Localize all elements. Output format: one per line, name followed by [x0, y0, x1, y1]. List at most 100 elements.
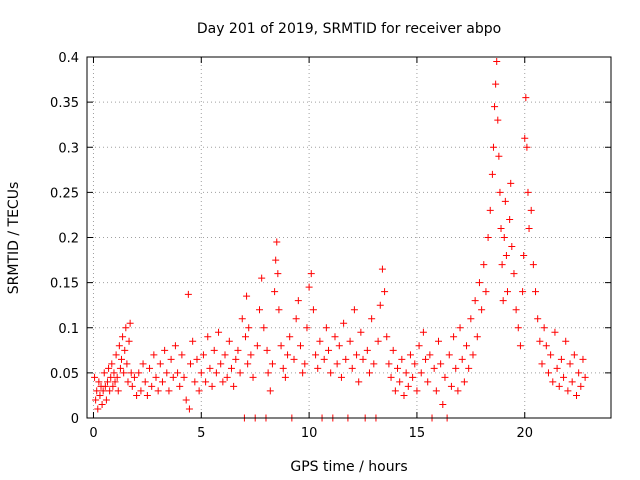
data-point — [247, 351, 255, 359]
data-point — [215, 328, 223, 336]
y-tick-label: 0.15 — [50, 277, 79, 292]
data-point — [169, 373, 177, 381]
data-point — [536, 337, 544, 345]
data-point — [208, 382, 216, 390]
data-point — [456, 324, 464, 332]
data-point — [176, 382, 184, 390]
data-point — [411, 360, 419, 368]
data-point — [219, 378, 227, 386]
data-point — [94, 405, 102, 413]
data-point — [557, 355, 565, 363]
data-point — [327, 369, 335, 377]
data-point — [182, 396, 190, 404]
data-point — [106, 387, 114, 395]
data-point — [91, 373, 99, 381]
data-point — [350, 306, 358, 314]
data-point — [256, 306, 264, 314]
data-point — [497, 224, 505, 232]
x-tick-label: 5 — [197, 426, 205, 441]
data-point — [376, 301, 384, 309]
data-point — [454, 387, 462, 395]
y-tick-label: 0.25 — [50, 186, 79, 201]
data-point — [465, 364, 473, 372]
data-point — [158, 378, 166, 386]
data-point — [501, 197, 509, 205]
data-point — [258, 274, 266, 282]
data-point — [469, 351, 477, 359]
y-tick-label: 0.2 — [58, 232, 79, 247]
x-axis-label: GPS time / hours — [290, 459, 407, 475]
data-point — [512, 306, 520, 314]
data-point — [202, 378, 210, 386]
data-point — [206, 364, 214, 372]
data-point — [312, 351, 320, 359]
data-point — [244, 360, 252, 368]
data-point — [374, 337, 382, 345]
data-point — [102, 396, 110, 404]
data-point — [463, 342, 471, 350]
data-point — [238, 315, 246, 323]
data-point — [549, 378, 557, 386]
y-tick-label: 0.1 — [58, 322, 79, 337]
data-point — [437, 360, 445, 368]
data-point — [227, 364, 235, 372]
y-tick-label: 0.05 — [50, 367, 79, 382]
data-point — [335, 342, 343, 350]
data-point — [199, 351, 207, 359]
data-point — [524, 188, 532, 196]
data-point — [152, 373, 160, 381]
data-point — [105, 364, 113, 372]
data-point — [184, 290, 192, 298]
data-point — [243, 292, 251, 300]
data-point — [114, 387, 122, 395]
y-tick-label: 0 — [71, 412, 79, 427]
data-point — [266, 387, 274, 395]
data-point — [551, 328, 559, 336]
data-point — [230, 382, 238, 390]
data-point — [271, 288, 279, 296]
data-point — [534, 315, 542, 323]
data-point — [503, 288, 511, 296]
data-point — [359, 355, 367, 363]
data-point — [121, 346, 129, 354]
data-point — [432, 387, 440, 395]
data-point — [150, 351, 158, 359]
data-point — [122, 324, 130, 332]
data-point — [223, 373, 231, 381]
data-point — [92, 396, 100, 404]
data-point — [191, 378, 199, 386]
data-point — [478, 306, 486, 314]
x-tick-label: 20 — [516, 426, 533, 441]
data-point — [119, 333, 127, 341]
data-point — [236, 369, 244, 377]
data-point — [445, 351, 453, 359]
data-point — [529, 261, 537, 269]
data-point — [174, 369, 182, 377]
data-point — [521, 134, 529, 142]
data-point — [286, 333, 294, 341]
data-point — [447, 382, 455, 390]
data-point — [434, 337, 442, 345]
data-point — [507, 179, 515, 187]
data-point — [400, 391, 408, 399]
data-point — [498, 261, 506, 269]
data-point — [116, 364, 124, 372]
data-point — [130, 373, 138, 381]
data-point — [365, 369, 373, 377]
data-point — [486, 206, 494, 214]
data-point — [171, 342, 179, 350]
data-point — [185, 405, 193, 413]
data-point — [284, 351, 292, 359]
data-point — [570, 351, 578, 359]
data-point — [115, 342, 123, 350]
data-points — [91, 58, 589, 422]
data-point — [156, 360, 164, 368]
data-point — [146, 364, 154, 372]
data-point — [232, 355, 240, 363]
y-tick-label: 0.35 — [50, 96, 79, 111]
x-tick-label: 0 — [89, 426, 97, 441]
data-point — [178, 351, 186, 359]
data-point — [555, 382, 563, 390]
data-point — [391, 387, 399, 395]
data-point — [299, 369, 307, 377]
